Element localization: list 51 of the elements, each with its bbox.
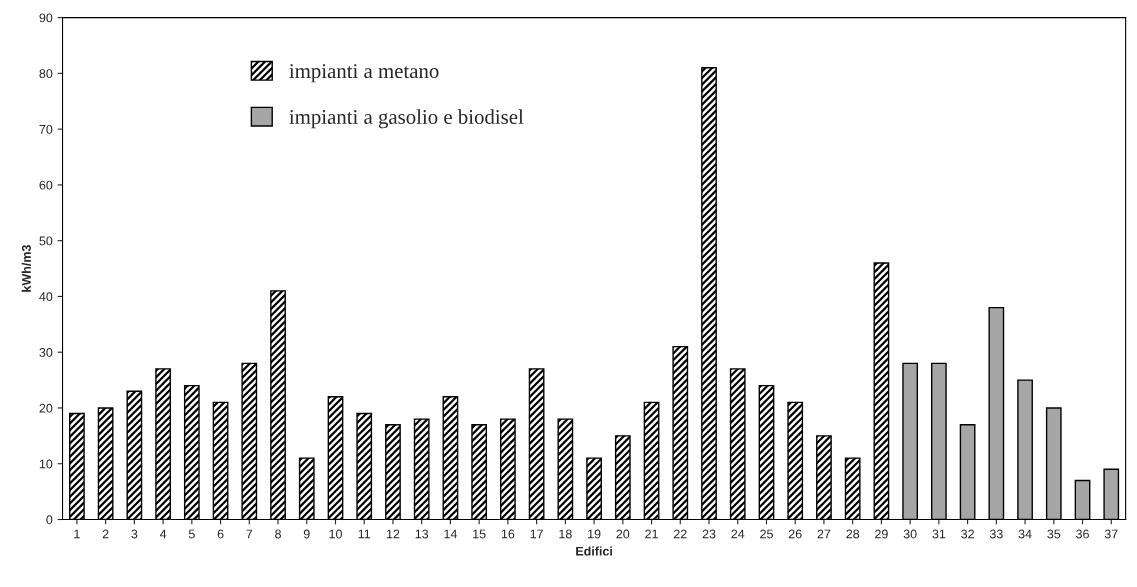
x-axis-title: Edifici [576, 546, 612, 556]
x-tick-label: 33 [989, 529, 1003, 539]
x-tick-label: 26 [788, 529, 802, 539]
x-tick-label: 12 [386, 529, 400, 539]
x-tick-label: 7 [246, 529, 253, 539]
x-tick-label: 4 [159, 529, 167, 539]
x-tick-label: 16 [501, 529, 515, 539]
x-tick-label: 22 [673, 529, 687, 539]
x-tick-label: 19 [588, 529, 601, 539]
x-tick-label: 25 [760, 529, 773, 539]
y-tick-label: 20 [39, 403, 53, 413]
x-tick-label: 31 [932, 529, 946, 539]
x-tick-label: 13 [415, 529, 429, 539]
x-tick-label: 3 [131, 529, 138, 539]
y-tick-label: 0 [46, 515, 53, 525]
x-tick-label: 28 [846, 529, 860, 539]
x-tick-label: 17 [530, 529, 543, 539]
x-tick-label: 11 [358, 529, 371, 539]
y-tick-label: 60 [39, 180, 53, 190]
x-tick-label: 35 [1047, 529, 1061, 539]
x-tick-label: 1 [74, 529, 80, 539]
x-tick-label: 20 [616, 529, 630, 539]
x-tick-label: 34 [1018, 529, 1032, 539]
x-tick-label: 15 [473, 529, 486, 539]
y-tick-label: 70 [39, 124, 53, 134]
x-tick-label: 27 [817, 529, 831, 539]
y-tick-label: 50 [39, 236, 53, 246]
x-tick-label: 32 [961, 529, 974, 539]
y-tick-label: 10 [39, 459, 53, 469]
x-tick-label: 24 [731, 529, 745, 539]
x-tick-label: 2 [102, 529, 109, 539]
x-tick-label: 5 [188, 529, 195, 539]
x-tick-label: 18 [559, 529, 572, 539]
y-tick-label: 40 [39, 292, 53, 302]
y-axis-title: kWh/m3 [21, 245, 32, 292]
x-tick-label: 21 [645, 529, 658, 539]
y-tick-label: 80 [39, 69, 53, 79]
x-tick-label: 23 [702, 529, 716, 539]
x-tick-label: 14 [444, 529, 458, 539]
y-tick-label: 90 [39, 13, 53, 23]
x-tick-label: 30 [903, 529, 917, 539]
x-tick-label: 36 [1076, 529, 1089, 539]
legend-label: impianti a gasolio e biodisel [289, 109, 524, 129]
x-tick-label: 9 [303, 529, 310, 539]
x-tick-label: 29 [875, 529, 888, 539]
x-tick-label: 8 [275, 529, 281, 539]
x-tick-label: 10 [329, 529, 342, 539]
x-tick-label: 37 [1104, 529, 1118, 539]
x-tick-label: 6 [217, 529, 224, 539]
y-tick-label: 30 [39, 348, 53, 357]
legend-label: impianti a metano [289, 64, 439, 83]
